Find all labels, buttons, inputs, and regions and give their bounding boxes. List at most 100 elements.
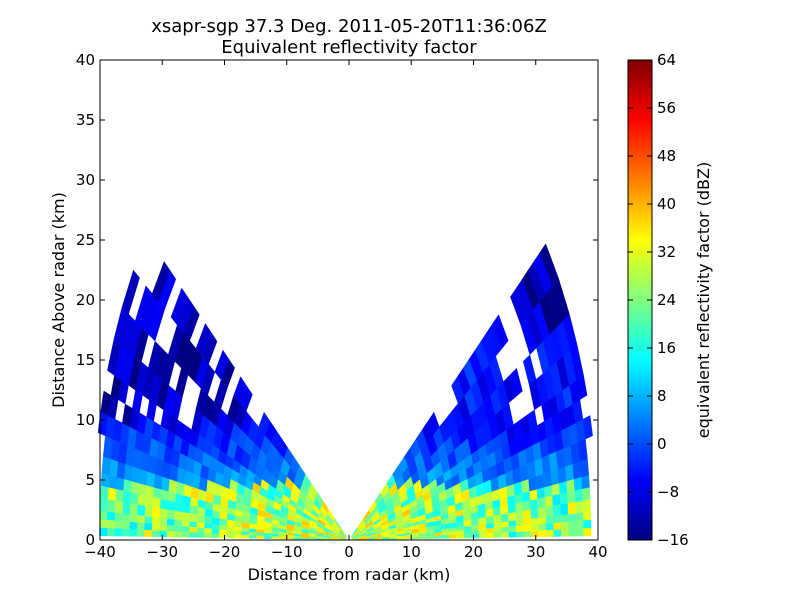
- radar-cell: [99, 518, 108, 529]
- radar-cell: [100, 485, 109, 500]
- radar-data-cells: [97, 243, 593, 541]
- radar-cell: [226, 533, 235, 539]
- radar-cell: [530, 517, 539, 525]
- radar-cell: [581, 474, 590, 490]
- radar-cell: [478, 532, 487, 539]
- radar-cell: [138, 468, 148, 486]
- radar-cell: [560, 521, 569, 530]
- radar-cell: [575, 520, 584, 529]
- radar-cell: [553, 514, 562, 524]
- y-tick-label: 10: [76, 411, 95, 429]
- radar-cell: [166, 530, 175, 538]
- radar-cell: [241, 534, 250, 539]
- radar-cell: [493, 532, 502, 538]
- colorbar-ticks: −16 −8 0 8 16 24 32 40 48 56 64: [628, 51, 689, 549]
- y-tick-label: 0: [85, 531, 95, 549]
- radar-cell: [167, 499, 176, 511]
- radar-cell: [181, 531, 190, 538]
- radar-cell: [575, 512, 584, 522]
- radar-cell: [159, 498, 169, 510]
- radar-cell: [552, 493, 561, 506]
- colorbar-tick-label: 8: [657, 387, 667, 405]
- radar-cell: [196, 532, 205, 538]
- colorbar-label: equivalent reflectivity factor (dBZ): [694, 162, 713, 438]
- radar-cell: [153, 473, 163, 490]
- radar-cell: [108, 458, 119, 478]
- radar-cell: [427, 411, 440, 436]
- radar-cell: [173, 530, 182, 538]
- radar-cell: [122, 490, 131, 504]
- radar-cell: [114, 500, 123, 514]
- radar-cell: [538, 516, 547, 525]
- radar-cell: [581, 486, 591, 501]
- radar-cell: [166, 518, 175, 526]
- radar-cell: [166, 509, 175, 520]
- radar-cell: [114, 520, 123, 529]
- radar-cell: [134, 285, 153, 328]
- radar-cell: [553, 521, 562, 530]
- radar-cell: [99, 510, 108, 520]
- radar-cell: [195, 323, 212, 357]
- radar-cell: [544, 495, 554, 508]
- y-tick-label: 5: [85, 471, 95, 489]
- colorbar-tick-label: 48: [657, 147, 676, 165]
- radar-cell: [582, 415, 593, 440]
- radar-cell: [166, 524, 175, 532]
- radar-cell: [568, 513, 577, 522]
- radar-cell: [530, 507, 539, 519]
- radar-cell: [557, 466, 567, 484]
- radar-cell: [173, 525, 182, 532]
- chart-title-line1: xsapr-sgp 37.3 Deg. 2011-05-20T11:36:06Z: [151, 16, 547, 37]
- radar-cell: [515, 519, 525, 527]
- radar-cell: [565, 463, 575, 482]
- radar-cell: [129, 491, 139, 505]
- y-axis-ticks: 0 5 10 15 20 25 30 35 40: [76, 51, 598, 549]
- radar-cell: [152, 496, 161, 509]
- radar-cell: [579, 458, 590, 478]
- radar-cell: [567, 501, 577, 515]
- radar-cell: [114, 512, 123, 522]
- radar-cell: [471, 533, 480, 539]
- y-axis-label: Distance Above radar (km): [49, 192, 68, 408]
- y-tick-label: 40: [76, 51, 95, 69]
- radar-cell: [567, 490, 576, 504]
- radar-cell: [106, 527, 115, 537]
- radar-cell: [99, 497, 109, 512]
- radar-cell: [559, 491, 569, 505]
- radar-cell: [449, 534, 457, 539]
- radar-cell: [114, 527, 123, 537]
- radar-cell: [508, 525, 517, 533]
- radar-cell: [537, 506, 547, 518]
- radar-cell: [114, 488, 124, 503]
- radar-cell: [122, 478, 132, 493]
- x-tick-label: 40: [588, 543, 607, 561]
- radar-cell: [121, 513, 130, 522]
- radar-cell: [181, 511, 190, 522]
- radar-cell: [539, 243, 559, 287]
- y-tick-label: 30: [76, 171, 95, 189]
- radar-cell: [159, 507, 168, 519]
- radar-cell: [144, 505, 153, 518]
- radar-cell: [115, 476, 125, 491]
- radar-cell: [129, 502, 138, 516]
- radar-cell: [189, 512, 198, 523]
- radar-cell: [552, 504, 562, 517]
- radar-cell: [583, 519, 592, 529]
- x-tick-label: −10: [271, 543, 303, 561]
- radar-cell: [214, 349, 230, 381]
- radar-cell: [129, 513, 138, 523]
- y-tick-label: 20: [76, 291, 95, 309]
- radar-cell: [121, 269, 140, 315]
- radar-cell: [99, 527, 108, 537]
- radar-cell: [543, 471, 553, 488]
- radar-cell: [553, 529, 562, 537]
- radar-cell: [575, 500, 584, 514]
- radar-cell: [509, 367, 523, 398]
- radar-cell: [538, 529, 547, 538]
- radar-cell: [535, 473, 545, 490]
- radar-cell: [523, 530, 532, 538]
- radar-cell: [143, 529, 152, 537]
- radar-cell: [545, 515, 554, 524]
- radar-cell: [523, 524, 532, 532]
- radar-cell: [538, 523, 547, 531]
